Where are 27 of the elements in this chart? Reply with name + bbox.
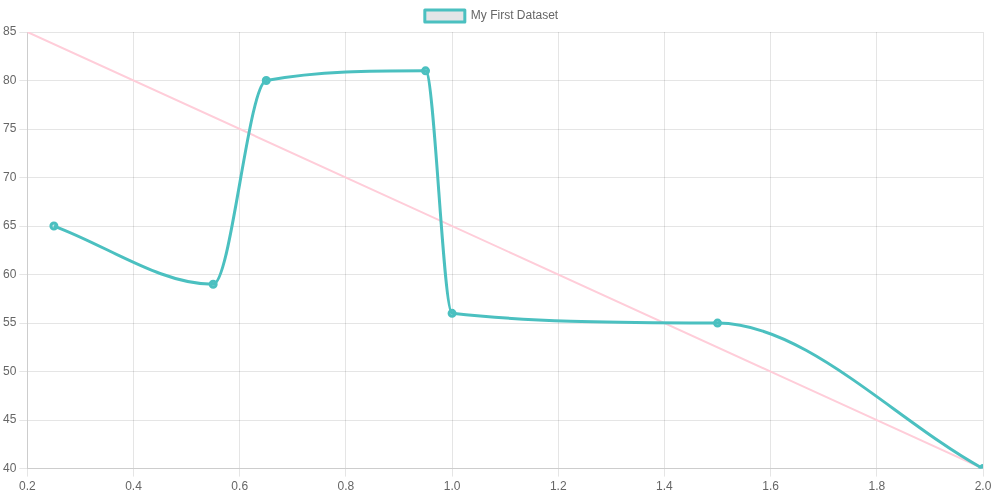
x-tick-label: 1.4 bbox=[656, 479, 674, 494]
y-tick-label: 85 bbox=[2, 24, 17, 39]
x-tick-label: 0.8 bbox=[337, 479, 355, 494]
x-tick-label: 0.2 bbox=[19, 479, 37, 494]
x-tick-label: 1.2 bbox=[549, 479, 567, 494]
x-tick-label: 1.0 bbox=[443, 479, 461, 494]
y-tick-label: 55 bbox=[2, 315, 17, 330]
point bbox=[421, 66, 431, 76]
y-tick-label: 40 bbox=[2, 460, 17, 475]
legend-label: My First Dataset bbox=[470, 8, 559, 23]
point bbox=[261, 76, 271, 86]
point bbox=[447, 308, 457, 318]
x-tick-label: 2.0 bbox=[974, 479, 992, 494]
y-tick-label: 80 bbox=[2, 72, 17, 87]
point bbox=[713, 318, 723, 328]
x-tick-label: 1.8 bbox=[868, 479, 886, 494]
y-tick-label: 60 bbox=[2, 266, 17, 281]
point bbox=[208, 279, 218, 289]
x-tick-label: 0.6 bbox=[231, 479, 249, 494]
y-tick-label: 70 bbox=[2, 169, 17, 184]
point bbox=[49, 221, 59, 231]
y-tick-label: 50 bbox=[2, 363, 17, 378]
x-tick-label: 1.6 bbox=[762, 479, 780, 494]
y-tick-label: 65 bbox=[2, 218, 17, 233]
y-tick-label: 75 bbox=[2, 121, 17, 136]
y-tick-label: 45 bbox=[2, 412, 17, 427]
x-tick-label: 0.4 bbox=[125, 479, 143, 494]
